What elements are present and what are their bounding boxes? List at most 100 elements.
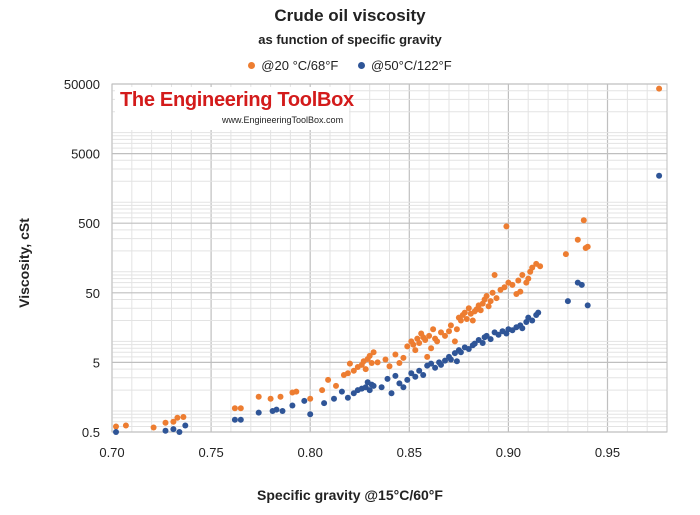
data-point-series-2	[529, 317, 536, 324]
data-point-series-2	[442, 357, 448, 364]
data-point-series-2	[416, 367, 423, 374]
data-point-series-2	[378, 384, 385, 391]
data-point-series-2	[479, 340, 486, 346]
x-tick-label: 0.70	[99, 445, 124, 460]
data-point-series-1	[656, 85, 663, 92]
data-point-series-1	[307, 395, 314, 402]
x-axis-label: Specific gravity @15°C/60°F	[257, 487, 443, 503]
data-point-series-2	[344, 394, 351, 401]
chart-title: Crude oil viscosity	[274, 6, 426, 25]
legend-marker-series-2	[358, 62, 365, 69]
data-point-series-2	[366, 387, 373, 394]
data-point-series-2	[656, 172, 663, 179]
y-tick-label: 5	[93, 355, 100, 370]
legend-label-series-1: @20 °C/68°F	[261, 58, 339, 73]
legend-label-series-2: @50°C/122°F	[371, 58, 452, 73]
data-point-series-2	[457, 349, 464, 356]
data-point-series-2	[289, 402, 296, 409]
plot-frame	[111, 83, 668, 433]
data-point-series-1	[487, 298, 494, 305]
data-point-series-1	[350, 367, 357, 374]
data-point-series-1	[416, 340, 423, 346]
data-point-series-2	[170, 426, 177, 433]
y-tick-label: 5000	[71, 147, 100, 162]
data-point-series-1	[442, 332, 448, 339]
x-tick-label: 0.90	[496, 445, 521, 460]
data-point-series-1	[386, 363, 393, 370]
legend-marker-series-1	[248, 62, 256, 69]
data-point-series-1	[400, 354, 407, 361]
data-point-series-1	[537, 263, 544, 270]
legend-item-series-1: @20 °C/68°F	[248, 58, 338, 73]
data-point-series-1	[424, 353, 431, 360]
data-point-series-1	[503, 223, 510, 230]
data-point-series-1	[325, 376, 332, 383]
data-point-series-1	[333, 382, 339, 389]
data-point-series-2	[338, 388, 345, 395]
data-point-series-2	[432, 364, 439, 371]
data-point-series-1	[404, 343, 411, 350]
data-point-series-1	[410, 341, 417, 348]
data-point-series-1	[122, 422, 129, 429]
data-point-series-1	[392, 351, 399, 358]
data-point-series-1	[463, 316, 470, 322]
data-point-series-1	[426, 332, 433, 339]
data-point-series-2	[578, 281, 585, 288]
data-point-series-1	[374, 359, 381, 366]
data-point-series-2	[301, 397, 308, 404]
data-point-series-2	[255, 409, 262, 416]
data-point-series-1	[434, 338, 441, 345]
data-point-series-2	[404, 376, 411, 383]
data-point-series-1	[293, 388, 300, 395]
y-tick-label: 50	[86, 286, 100, 301]
data-point-series-2	[231, 416, 238, 423]
data-point-series-1	[525, 275, 532, 282]
x-tick-label: 0.95	[595, 445, 620, 460]
data-points	[113, 85, 663, 435]
y-axis-label: Viscosity, cSt	[16, 218, 32, 308]
data-point-series-1	[501, 284, 508, 291]
data-point-series-1	[529, 264, 536, 271]
data-point-series-2	[447, 356, 454, 363]
data-point-series-1	[509, 281, 516, 288]
data-point-series-1	[180, 414, 187, 420]
data-point-series-1	[382, 356, 389, 363]
gridlines	[111, 83, 668, 433]
data-point-series-1	[170, 418, 177, 425]
x-tick-label: 0.85	[397, 445, 422, 460]
data-point-series-2	[279, 408, 286, 414]
data-point-series-1	[370, 349, 377, 356]
data-point-series-1	[469, 317, 476, 324]
data-point-series-2	[438, 361, 444, 368]
data-point-series-1	[368, 360, 375, 366]
data-point-series-2	[519, 325, 526, 332]
data-point-series-1	[150, 424, 157, 431]
data-point-series-2	[471, 340, 478, 347]
data-point-series-1	[489, 289, 496, 296]
data-point-series-1	[519, 272, 526, 278]
legend: @20 °C/68°F @50°C/122°F	[0, 58, 700, 73]
data-point-series-1	[574, 236, 581, 243]
y-tick-label: 500	[78, 216, 100, 231]
data-point-series-1	[451, 338, 458, 345]
data-point-series-1	[447, 322, 454, 329]
data-point-series-2	[483, 332, 490, 339]
data-point-series-1	[396, 360, 403, 366]
data-point-series-1	[422, 337, 429, 343]
data-point-series-2	[113, 429, 119, 435]
data-point-series-1	[461, 309, 468, 316]
data-point-series-1	[438, 329, 444, 336]
data-point-series-2	[321, 400, 328, 407]
data-point-series-1	[344, 370, 351, 377]
data-point-series-2	[428, 360, 435, 367]
data-point-series-1	[231, 405, 238, 412]
data-point-series-1	[562, 251, 569, 258]
data-point-series-1	[362, 366, 369, 373]
data-point-series-2	[396, 380, 403, 387]
data-point-series-1	[366, 352, 373, 359]
data-point-series-2	[331, 395, 337, 402]
data-point-series-1	[491, 272, 498, 278]
data-point-series-1	[267, 395, 274, 402]
